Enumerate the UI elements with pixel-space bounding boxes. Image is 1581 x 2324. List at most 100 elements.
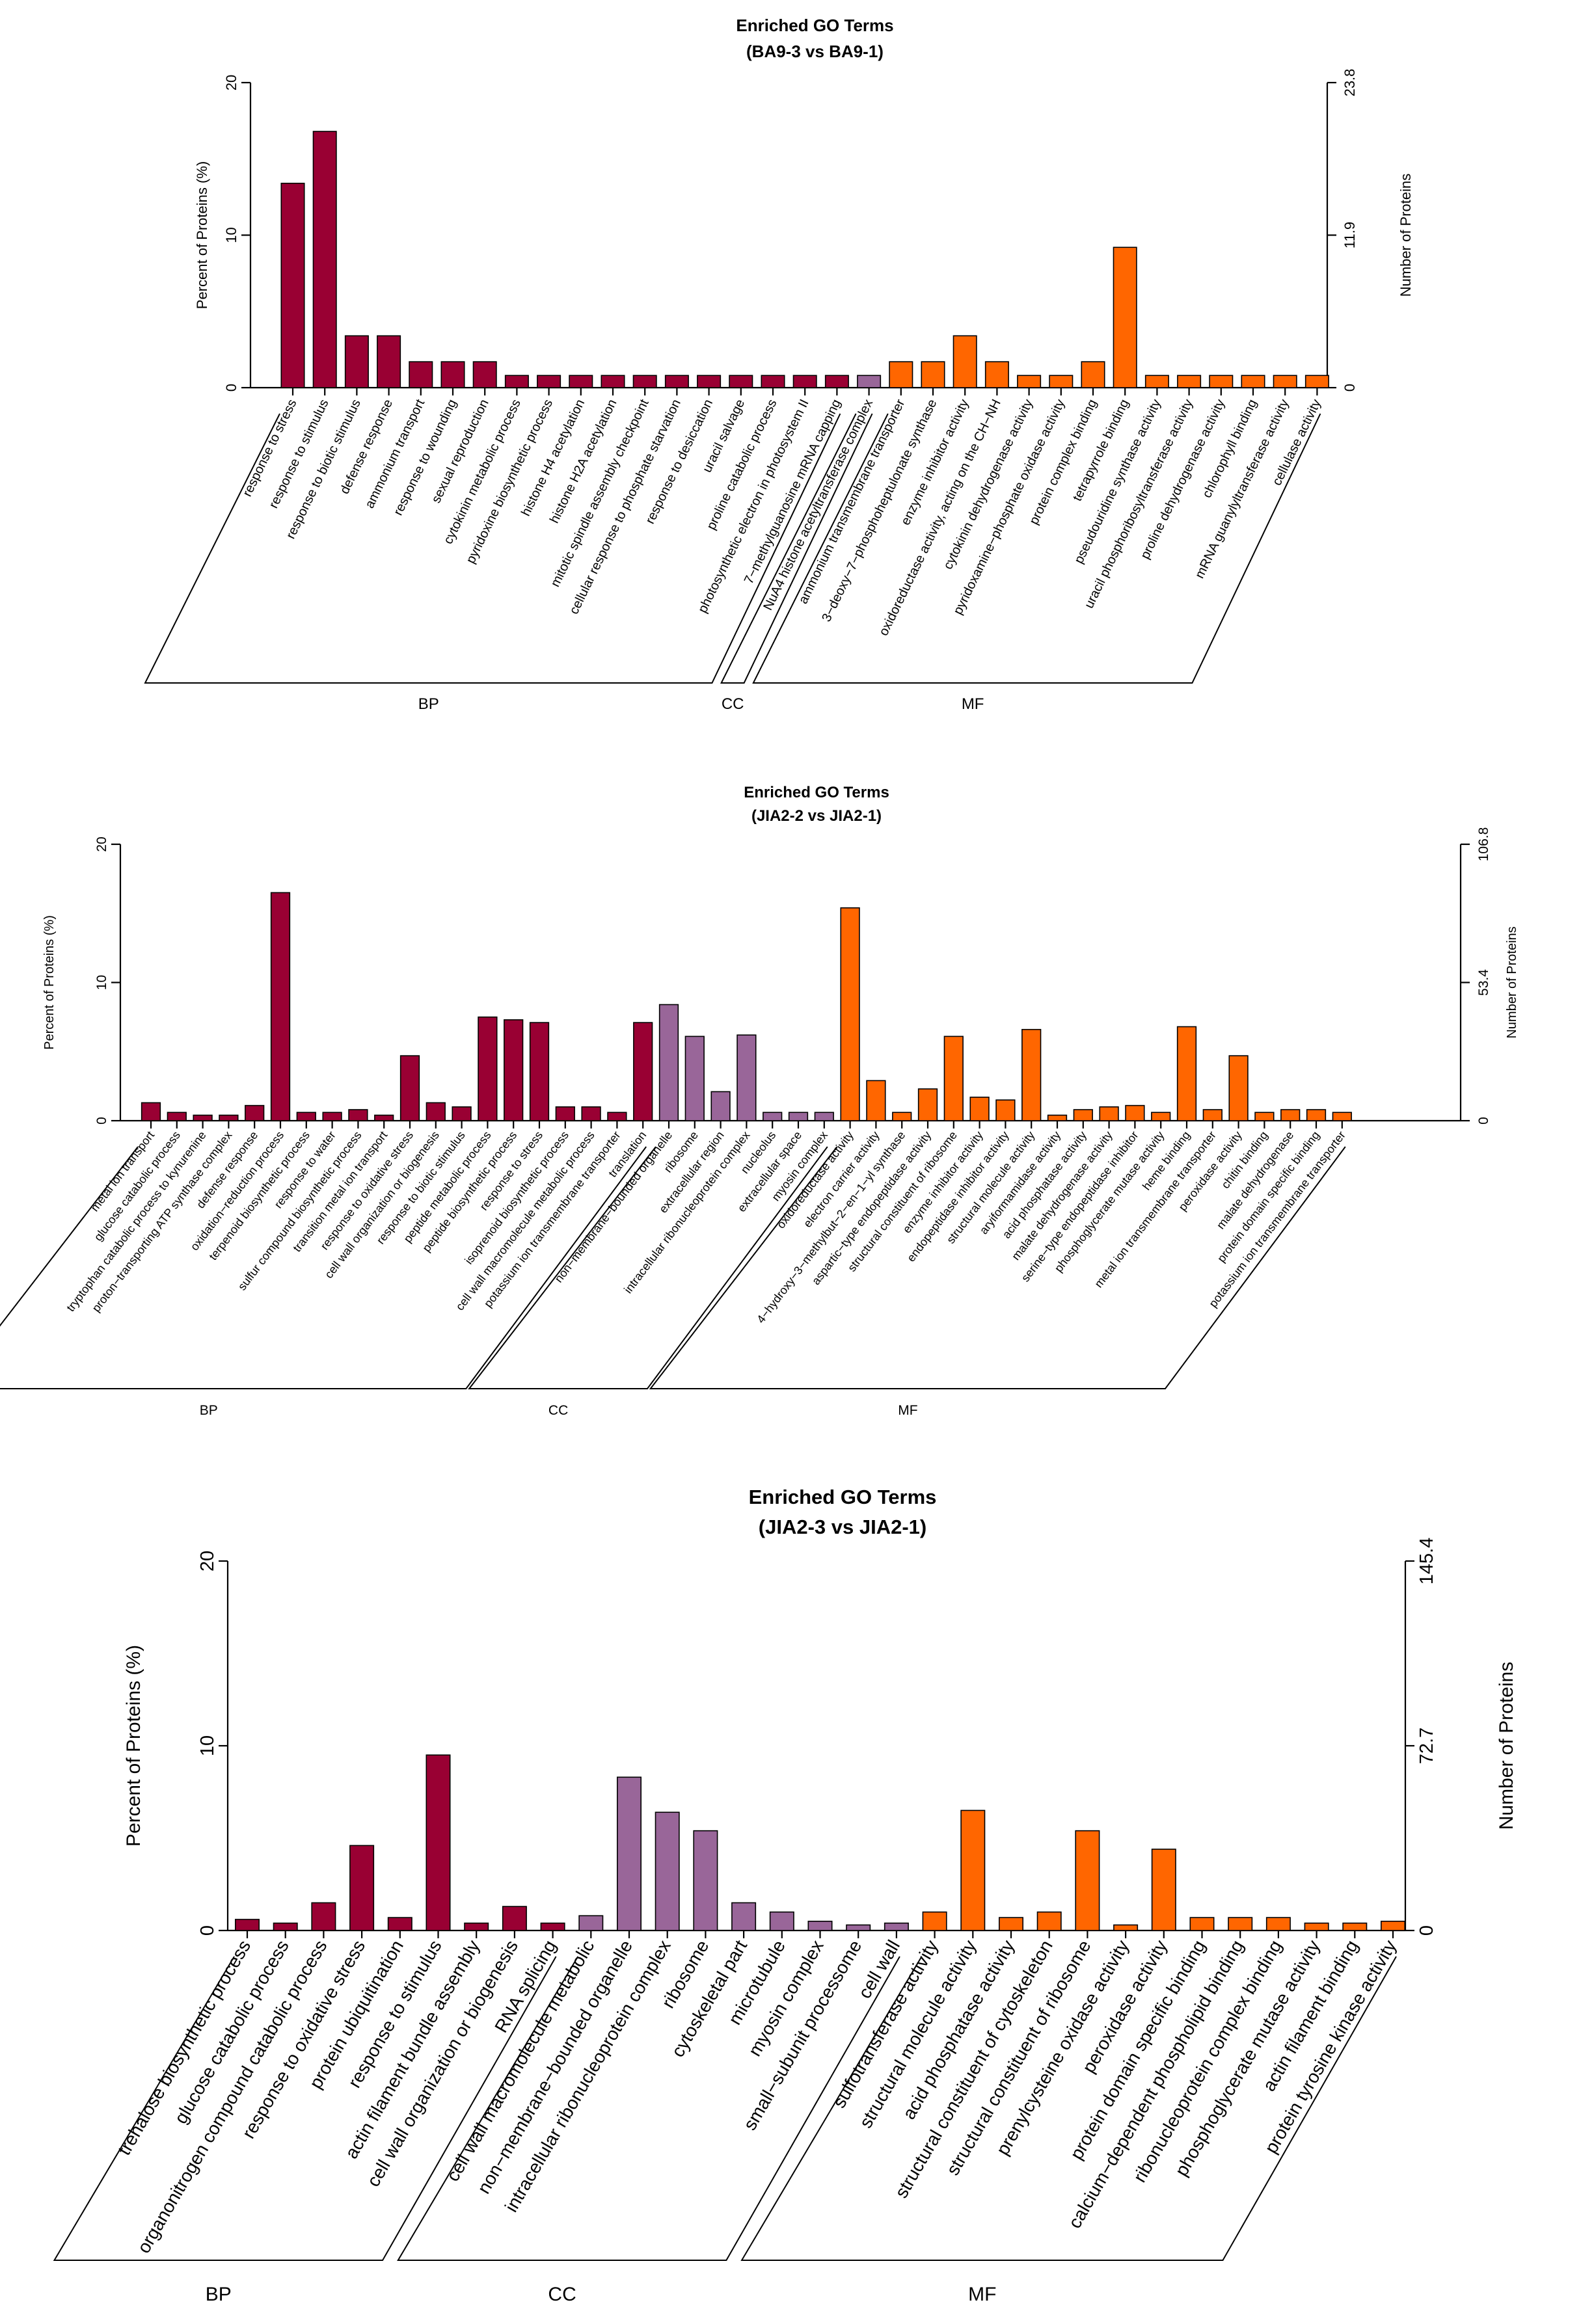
bar [296,1112,316,1121]
bar [1021,1028,1042,1121]
bar [472,361,497,388]
bar [245,1104,265,1121]
bar [953,335,977,388]
y-tick-label-left: 20 [94,836,109,851]
y2-axis-label: Number of Proteins [1496,1662,1517,1830]
chart-3: Enriched GO Terms (JIA2-3 vs JIA2-1) 0 10 20… [53,1486,1517,2305]
bar [697,375,722,388]
x-tick-label: response to stimulus [267,397,332,511]
y-axis-label: Percent of Proteins (%) [42,915,57,1050]
bar [655,1811,680,1931]
bar [426,1754,451,1931]
chart-subtitle: (BA9-3 vs BA9-1) [746,42,884,61]
chart-subtitle: (JIA2-2 vs JIA2-1) [751,807,882,825]
bar [1151,1112,1171,1121]
y-tick-label-right: 0 [1476,1117,1491,1125]
bar [452,1106,472,1121]
bar [846,1924,871,1931]
y-tick-label-left: 20 [197,1551,218,1571]
bar [1017,375,1042,388]
bar [1273,375,1297,388]
bar [761,375,785,388]
bar [1177,375,1202,388]
y-tick-label-right: 53.4 [1476,969,1491,996]
y-tick-label-left: 0 [197,1925,218,1936]
bar [999,1917,1023,1931]
bar [322,1112,342,1121]
chart-title: Enriched GO Terms [736,16,893,35]
group-bracket-bp [53,1956,557,2261]
x-tick-label: ammonium transport [362,397,427,511]
chart-1: Enriched GO Terms (BA9-3 vs BA9-1) 0 10 20 Pe… [144,16,1414,713]
bar [1241,375,1265,388]
group-bracket-cc [468,1146,828,1389]
group-label-cc: CC [548,2284,576,2305]
y-tick-label-right: 72.7 [1416,1728,1437,1764]
bar [1265,1917,1291,1931]
bar [478,1016,498,1121]
bar [892,1112,912,1121]
group-bracket-mf [740,1956,1397,2261]
bar [866,1080,886,1121]
bar [1306,1109,1327,1121]
x-tick-label: oxidoreductase activity, acting on the C… [876,397,1004,639]
group-label-mf: MF [968,2284,996,2305]
bar [581,1106,601,1121]
group-bracket-mf [649,1146,1346,1389]
bar [710,1091,731,1121]
group-bracket-bp [0,1146,647,1389]
y-tick-label-left: 10 [197,1735,218,1756]
bar [814,1112,834,1121]
bar [426,1102,446,1121]
bar [658,1004,679,1121]
bar [943,1035,964,1121]
bar [270,892,291,1121]
group-label-mf: MF [898,1403,917,1418]
y-tick-label-left: 10 [94,975,109,990]
y2-axis-label: Number of Proteins [1398,174,1414,297]
y-tick-label-right: 106.8 [1476,827,1491,862]
bar [1075,1830,1100,1931]
bar [601,375,625,388]
bar [504,1019,524,1121]
chart-title: Enriched GO Terms [744,784,889,801]
bar [504,375,529,388]
group-label-bp: BP [206,2284,232,2305]
bar [555,1106,575,1121]
y-tick-label-left: 0 [94,1117,109,1125]
bar [995,1099,1016,1121]
group-label-cc: CC [548,1403,568,1418]
bar [1113,1924,1139,1931]
group-bracket-cc [397,1956,900,2261]
bar [922,1911,947,1931]
group-label-mf: MF [962,695,984,713]
bar [569,375,593,388]
bar [857,375,882,388]
bar [409,361,433,388]
bar [693,1830,718,1931]
bar [1073,1109,1093,1121]
y-tick-label-right: 0 [1416,1925,1437,1936]
bar [1304,375,1329,388]
bar [792,375,817,388]
group-bracket-mf [752,413,1321,684]
group-bracket-cc [720,413,873,684]
bar [1228,1055,1249,1121]
bar [235,1919,260,1931]
bar [280,182,305,388]
bar [884,1922,909,1931]
y-tick-label-right: 0 [1342,384,1358,392]
bar [664,375,689,388]
bar [1144,375,1169,388]
y-tick-label-left: 0 [223,384,239,392]
y-tick-label-right: 11.9 [1342,222,1358,248]
bar [1151,1849,1176,1931]
group-bracket-bp [144,413,841,684]
bar [167,1112,187,1121]
bar [960,1810,986,1931]
bar [632,375,657,388]
bar [1202,1109,1223,1121]
bar [1228,1917,1253,1931]
bar [312,131,337,388]
bar [1047,1114,1068,1121]
